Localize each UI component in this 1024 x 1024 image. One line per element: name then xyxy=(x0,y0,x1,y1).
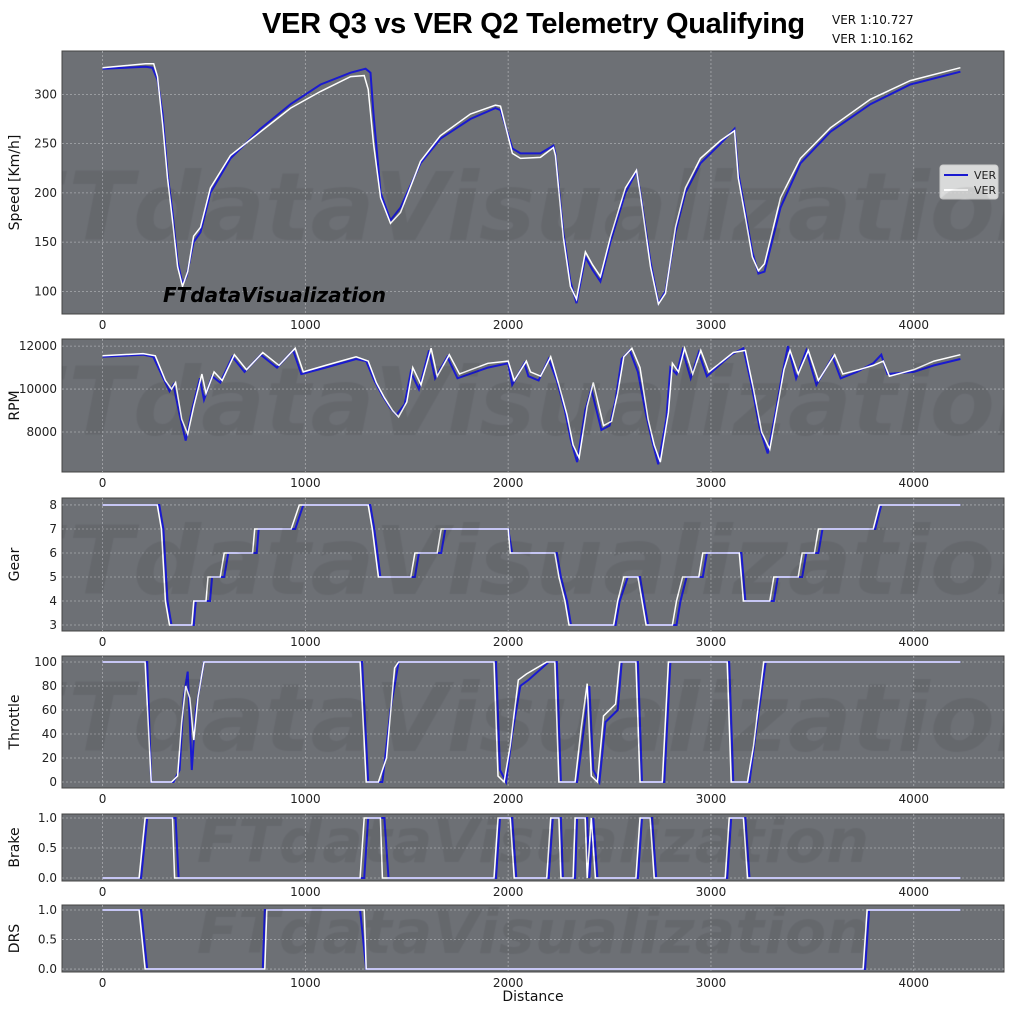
x-tick-label: 0 xyxy=(99,885,107,899)
x-tick-label: 3000 xyxy=(696,635,727,649)
x-tick-label: 1000 xyxy=(290,792,321,806)
x-tick-label: 3000 xyxy=(696,792,727,806)
x-tick-label: 2000 xyxy=(493,635,524,649)
y-axis-label: DRS xyxy=(7,924,23,954)
x-tick-label: 0 xyxy=(99,635,107,649)
y-axis-label: RPM xyxy=(7,390,23,420)
y-tick-label: 12000 xyxy=(19,339,57,353)
panel-throttle: 0 1000 2000 3000 4000 0 20 40 60 80 100 Throttle xyxy=(7,655,1005,806)
y-tick-label: 0.0 xyxy=(38,962,57,976)
y-tick-label: 1.0 xyxy=(38,903,57,917)
y-tick-label: 1.0 xyxy=(38,811,57,825)
panel-brake: 0 1000 2000 3000 4000 0.0 0.5 1.0 Brake xyxy=(7,811,1005,899)
y-axis-label: Gear xyxy=(7,547,23,581)
x-tick-label: 0 xyxy=(99,792,107,806)
y-tick-label: 0.0 xyxy=(38,871,57,885)
panel-gear: 0 1000 2000 3000 4000 3 4 5 6 7 8 Gear xyxy=(7,497,1005,649)
panel-speed: 0 1000 2000 3000 4000 100 150 200 250 300 Speed [K… xyxy=(7,50,1005,332)
plot-area xyxy=(61,497,1005,632)
plot-area xyxy=(61,813,1005,882)
y-tick-label: 7 xyxy=(49,522,57,536)
y-tick-label: 8000 xyxy=(26,425,57,439)
y-tick-label: 10000 xyxy=(19,382,57,396)
x-tick-label: 3000 xyxy=(696,976,727,990)
x-tick-label: 4000 xyxy=(898,476,929,490)
x-tick-label: 2000 xyxy=(493,976,524,990)
y-tick-label: 0 xyxy=(49,775,57,789)
plot-area xyxy=(61,338,1005,473)
y-tick-label: 5 xyxy=(49,570,57,584)
x-tick-label: 3000 xyxy=(696,885,727,899)
y-tick-label: 8 xyxy=(49,498,57,512)
x-tick-label: 2000 xyxy=(493,885,524,899)
x-tick-label: 4000 xyxy=(898,635,929,649)
y-tick-label: 80 xyxy=(42,679,57,693)
y-tick-label: 150 xyxy=(34,235,57,249)
y-tick-label: 100 xyxy=(34,284,57,298)
y-tick-label: 100 xyxy=(34,655,57,669)
x-tick-label: 1000 xyxy=(290,635,321,649)
y-tick-label: 6 xyxy=(49,546,57,560)
x-tick-label: 4000 xyxy=(898,976,929,990)
x-tick-label: 4000 xyxy=(898,318,929,332)
y-tick-label: 200 xyxy=(34,186,57,200)
x-tick-label: 0 xyxy=(99,476,107,490)
y-tick-label: 0.5 xyxy=(38,933,57,947)
brand-logo: FTdataVisualization xyxy=(163,283,386,307)
x-tick-label: 2000 xyxy=(493,792,524,806)
x-tick-label: 4000 xyxy=(898,885,929,899)
x-tick-label: 0 xyxy=(99,976,107,990)
x-tick-label: 0 xyxy=(99,318,107,332)
x-tick-label: 2000 xyxy=(493,318,524,332)
x-tick-label: 1000 xyxy=(290,885,321,899)
x-tick-label: 2000 xyxy=(493,476,524,490)
x-tick-label: 3000 xyxy=(696,476,727,490)
y-tick-label: 300 xyxy=(34,87,57,101)
y-tick-label: 3 xyxy=(49,618,57,632)
legend: VER VER xyxy=(939,164,999,200)
legend-entry: VER xyxy=(974,169,996,182)
x-tick-label: 1000 xyxy=(290,976,321,990)
plot-area xyxy=(61,50,1005,315)
panel-rpm: 0 1000 2000 3000 4000 8000 10000 12000 RPM xyxy=(7,338,1005,490)
y-axis-label: Brake xyxy=(7,827,23,867)
y-tick-label: 4 xyxy=(49,594,57,608)
x-tick-label: 4000 xyxy=(898,792,929,806)
y-axis-label: Throttle xyxy=(7,695,23,751)
y-tick-label: 250 xyxy=(34,137,57,151)
x-tick-label: 1000 xyxy=(290,476,321,490)
y-tick-label: 0.5 xyxy=(38,841,57,855)
x-axis-label: Distance xyxy=(502,989,563,1005)
legend-entry: VER xyxy=(974,184,996,197)
y-tick-label: 40 xyxy=(42,727,57,741)
plot-area xyxy=(61,904,1005,973)
y-axis-label: Speed [Km/h] xyxy=(7,135,23,231)
x-tick-label: 1000 xyxy=(290,318,321,332)
y-tick-label: 20 xyxy=(42,751,57,765)
panel-drs: 0 1000 2000 3000 4000 0.0 0.5 1.0 DRS xyxy=(7,903,1005,990)
y-tick-label: 60 xyxy=(42,703,57,717)
x-tick-label: 3000 xyxy=(696,318,727,332)
